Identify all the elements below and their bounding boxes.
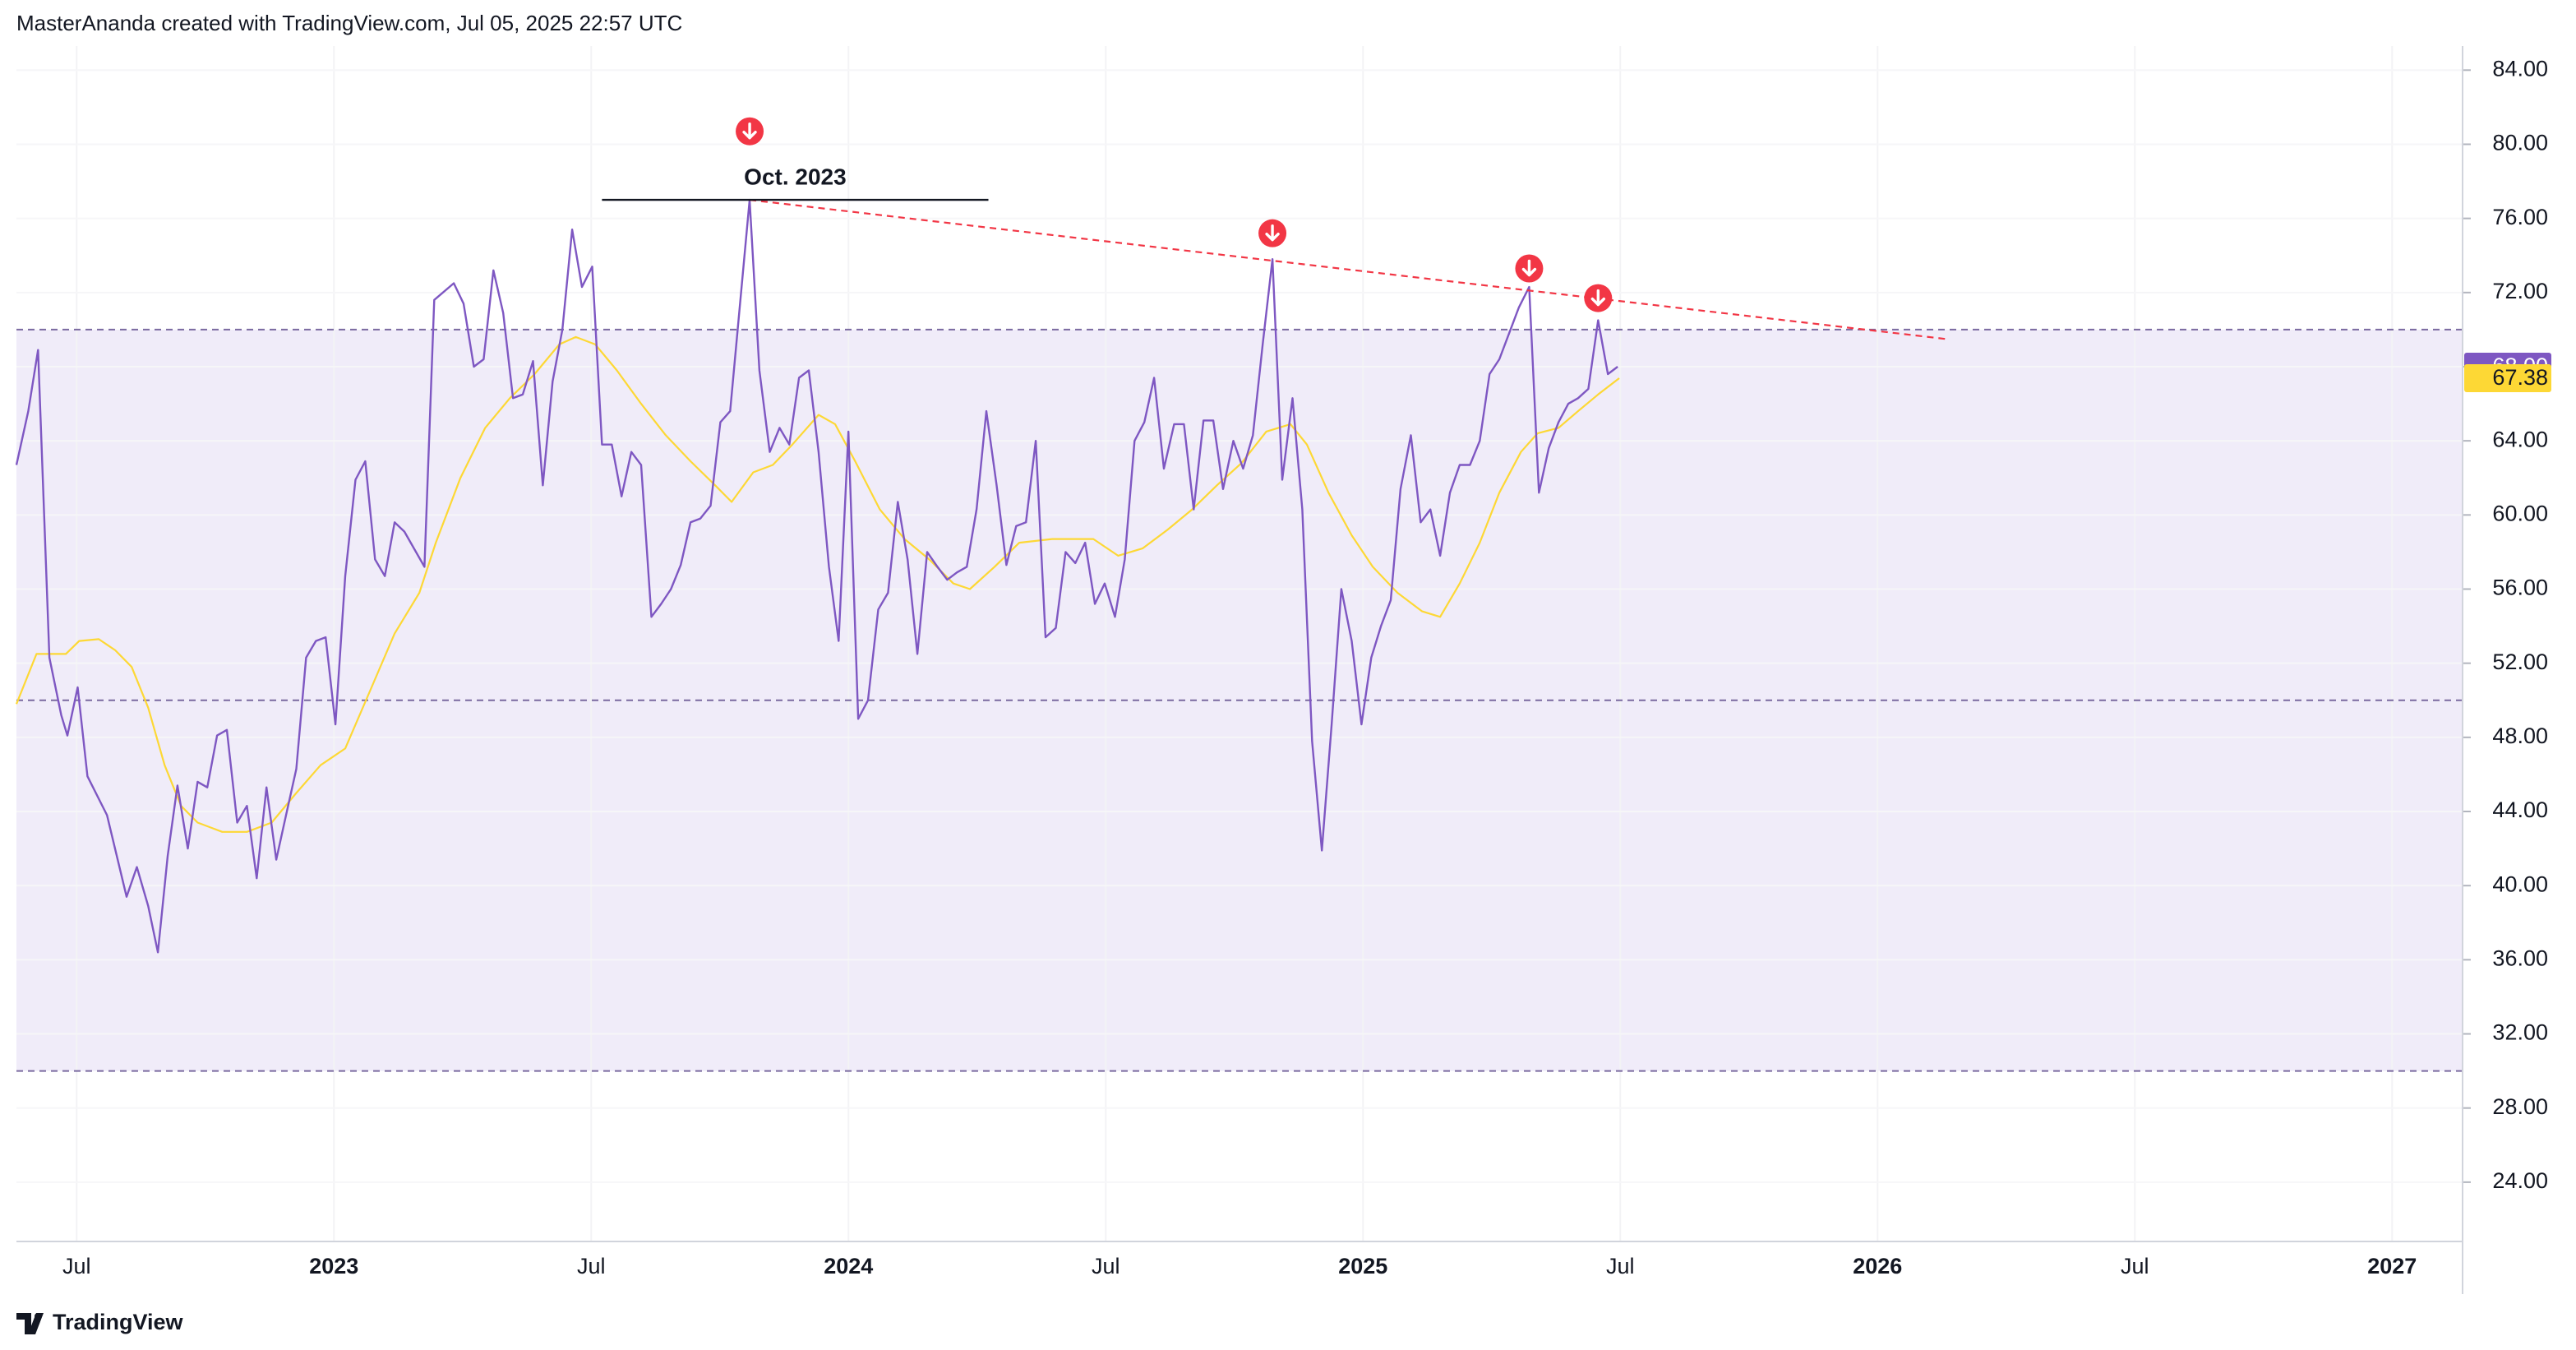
signal-glyph [1265, 224, 1280, 242]
trendline [749, 199, 1946, 340]
series-line [15, 335, 1620, 833]
y-tick-label: 32.00 [2492, 1020, 2548, 1045]
series-line [15, 198, 1618, 954]
last-value-box [2464, 363, 2551, 392]
x-tick-label: Jul [2121, 1254, 2149, 1278]
last-value-label: 67.38 [2492, 365, 2548, 390]
x-tick-label: Jul [1092, 1254, 1120, 1278]
footer: TradingView [53, 1310, 184, 1334]
x-tick-label: 2026 [1853, 1254, 1902, 1278]
header: MasterAnanda created with TradingView.co… [16, 11, 682, 35]
x-tick-label: 2025 [1338, 1254, 1387, 1278]
y-tick-label: 48.00 [2492, 724, 2548, 748]
signal-glyph [1590, 289, 1606, 307]
y-tick-label: 56.00 [2492, 576, 2548, 600]
y-tick-label: 64.00 [2492, 427, 2548, 451]
x-tick-label: Jul [62, 1254, 91, 1278]
x-tick-label: 2024 [824, 1254, 873, 1278]
annotation-label: Oct. 2023 [744, 164, 847, 189]
footer-logo [16, 1313, 44, 1334]
y-tick-label: 72.00 [2492, 279, 2548, 303]
y-tick-label: 76.00 [2492, 205, 2548, 229]
y-tick-label: 84.00 [2492, 56, 2548, 81]
y-tick-label: 24.00 [2492, 1168, 2548, 1193]
signal-arrow [1258, 219, 1287, 247]
signal-arrow [736, 117, 764, 146]
signal-arrow [1584, 284, 1613, 312]
x-tick-label: 2027 [2367, 1254, 2417, 1278]
y-tick-label: 44.00 [2492, 798, 2548, 822]
y-tick-label: 40.00 [2492, 871, 2548, 896]
y-tick-label: 80.00 [2492, 131, 2548, 155]
x-tick-label: Jul [1606, 1254, 1635, 1278]
y-tick-label: 52.00 [2492, 650, 2548, 674]
y-tick-label: 28.00 [2492, 1094, 2548, 1119]
x-tick-label: Jul [577, 1254, 606, 1278]
signal-glyph [742, 122, 757, 140]
y-tick-label: 36.00 [2492, 945, 2548, 970]
signal-glyph [1521, 259, 1537, 277]
signal-arrow [1515, 254, 1544, 283]
y-tick-label: 60.00 [2492, 501, 2548, 525]
x-tick-label: 2023 [309, 1254, 358, 1278]
